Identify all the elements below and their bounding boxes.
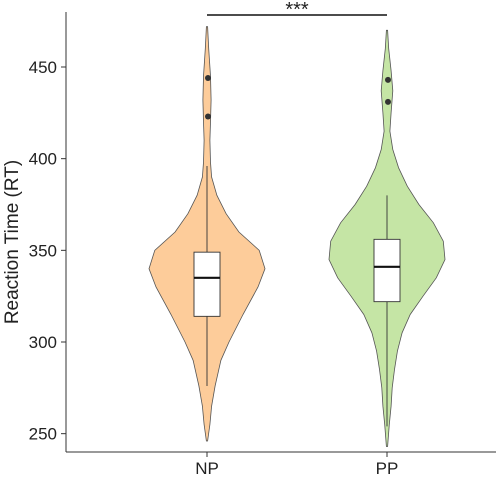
violin-group-np [148, 26, 266, 442]
x-tick-label: PP [376, 459, 399, 478]
iqr-box [373, 238, 401, 303]
y-axis-ticks: 250 300 350 400 450 [29, 58, 66, 444]
outlier-point [205, 75, 211, 81]
y-tick-label: 250 [29, 425, 57, 444]
violin-group-pp [328, 29, 446, 447]
x-axis-ticks: NP PP [195, 452, 398, 478]
significance-label: *** [285, 0, 309, 21]
plot-area [148, 26, 446, 447]
y-tick-label: 350 [29, 241, 57, 260]
outlier-point [385, 98, 391, 105]
y-axis-label: Reaction Time (RT) [2, 160, 23, 324]
y-tick-label: 400 [29, 150, 57, 169]
y-tick-label: 300 [29, 333, 57, 352]
y-tick-label: 450 [29, 58, 57, 77]
outlier-point [385, 76, 391, 83]
outlier-point [205, 113, 211, 120]
x-tick-label: NP [195, 459, 219, 478]
iqr-box [193, 251, 221, 317]
significance-bracket: *** [207, 0, 387, 21]
